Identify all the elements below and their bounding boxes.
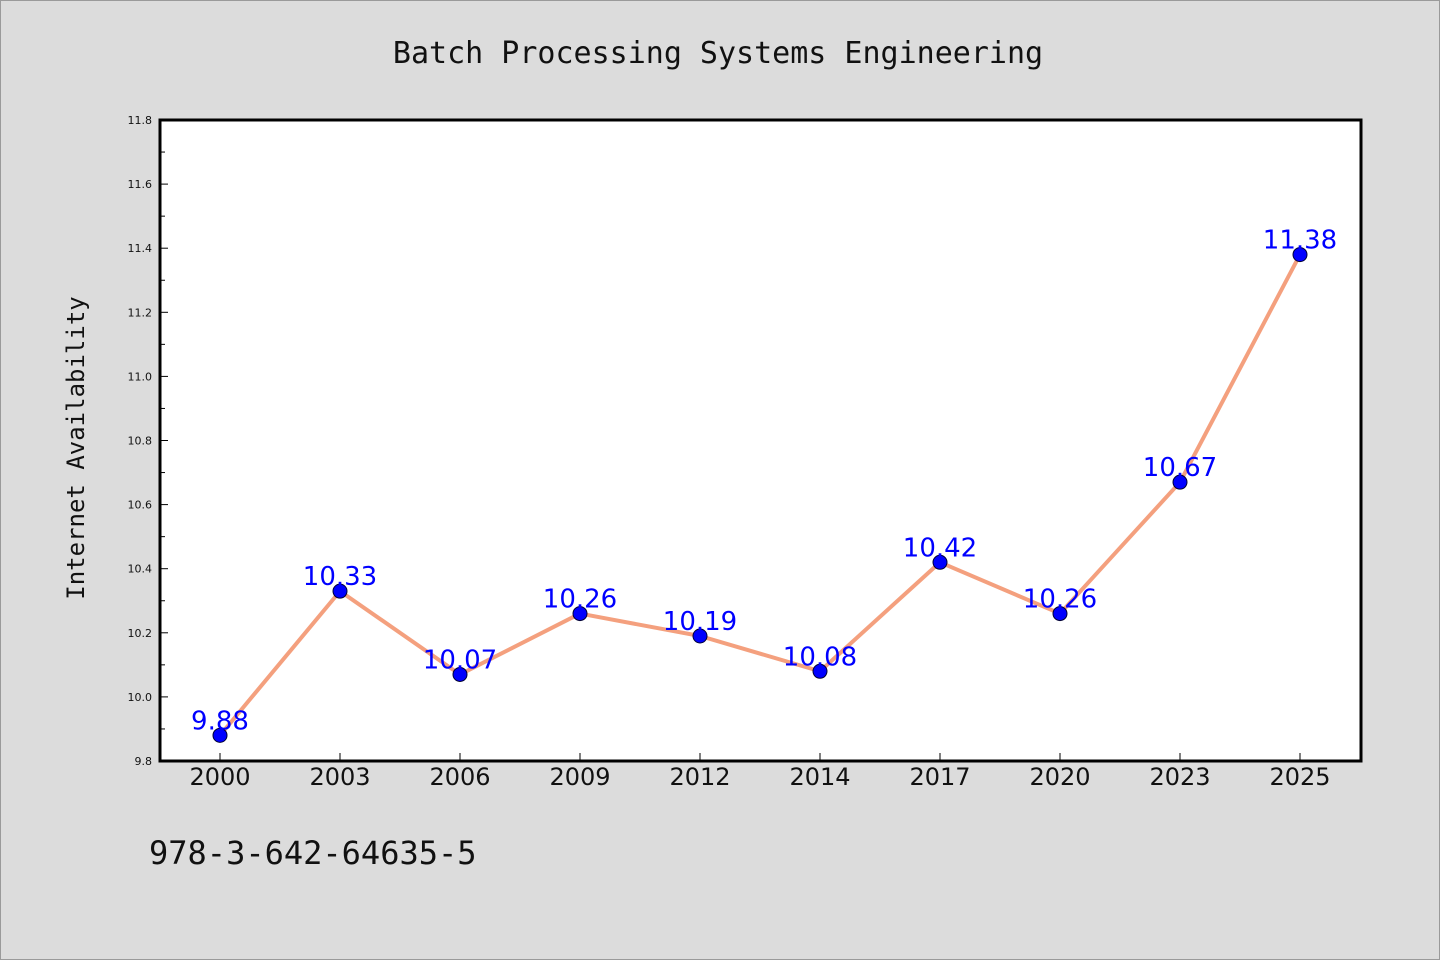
x-tick-label: 2000: [189, 763, 250, 791]
data-label: 10.67: [1143, 453, 1217, 483]
x-tick-label: 2014: [789, 763, 850, 791]
data-label: 10.08: [783, 642, 857, 672]
x-axis: 2000 2003 2006 2009 2012 2014 2017 2020 2023 2025: [189, 753, 1331, 791]
data-label: 10.26: [1023, 585, 1097, 615]
data-point: [1052, 606, 1068, 622]
data-point: [212, 727, 228, 743]
data-label: 10.07: [423, 645, 497, 675]
x-tick-label: 2025: [1269, 763, 1330, 791]
data-point: [812, 663, 828, 679]
y-tick-label: 10.2: [128, 627, 153, 640]
x-tick-label: 2017: [909, 763, 970, 791]
data-point: [692, 628, 708, 644]
y-tick-label: 11.4: [128, 242, 153, 255]
data-point: [572, 606, 588, 622]
plot-area: [158, 118, 1363, 763]
data-label-layer: 9.88 10.33 10.07 10.26 10.19 10.08 10.42 10.26 1…: [191, 226, 1337, 737]
y-tick-label: 10.0: [128, 691, 153, 704]
data-label: 10.19: [663, 607, 737, 637]
data-label: 10.42: [903, 533, 977, 563]
data-label: 9.88: [191, 706, 249, 736]
y-tick-label: 11.2: [128, 306, 153, 319]
series-layer: [212, 247, 1308, 743]
data-point: [332, 583, 348, 599]
y-tick-label: 10.4: [128, 563, 153, 576]
y-tick-label: 10.8: [128, 435, 153, 448]
data-point: [1172, 474, 1188, 490]
y-tick-label: 11.8: [128, 114, 153, 127]
y-axis-label: Internet Availability: [62, 296, 90, 599]
y-tick-label: 10.6: [128, 499, 153, 512]
chart-title: Batch Processing Systems Engineering: [393, 36, 1043, 71]
isbn-footer: 978-3-642-64635-5: [149, 834, 477, 872]
x-tick-label: 2006: [429, 763, 490, 791]
x-tick-label: 2003: [309, 763, 370, 791]
data-label: 11.38: [1263, 226, 1337, 256]
x-tick-label: 2023: [1149, 763, 1210, 791]
y-axis: 9.8 10.0 10.2 10.4 10.6 10.8 11.0 11.2 11.4 11.6 1…: [128, 114, 168, 768]
data-point: [932, 554, 948, 570]
y-tick-label: 9.8: [135, 755, 153, 768]
x-tick-label: 2020: [1029, 763, 1090, 791]
data-label: 10.26: [543, 585, 617, 615]
data-point: [1292, 247, 1308, 263]
y-tick-label: 11.0: [128, 370, 153, 383]
data-point: [452, 666, 468, 682]
x-tick-label: 2012: [669, 763, 730, 791]
data-label: 10.33: [303, 562, 377, 592]
x-tick-label: 2009: [549, 763, 610, 791]
y-tick-label: 11.6: [128, 178, 153, 191]
series-line: [218, 252, 1302, 738]
